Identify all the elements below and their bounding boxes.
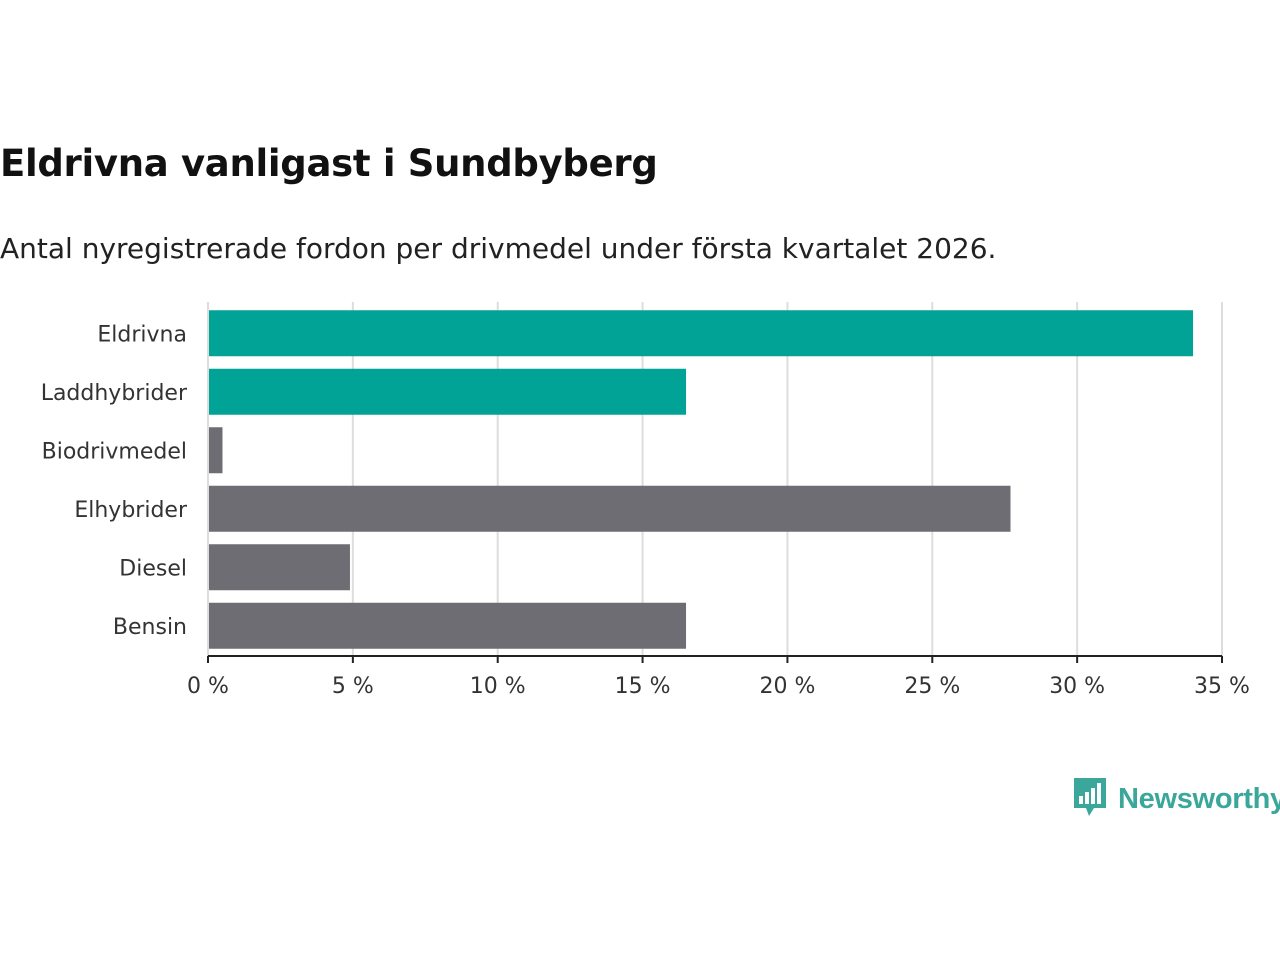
category-label: Laddhybrider	[41, 381, 188, 406]
category-label: Eldrivna	[97, 322, 187, 347]
x-tick-label: 20 %	[759, 674, 815, 699]
newsworthy-logo[interactable]: Newsworthy	[1072, 776, 1280, 822]
x-tick-label: 30 %	[1049, 674, 1105, 699]
x-tick-label: 15 %	[615, 674, 671, 699]
chart-title: Eldrivna vanligast i Sundbyberg	[0, 142, 658, 185]
category-label: Diesel	[119, 556, 187, 581]
chart-subtitle: Antal nyregistrerade fordon per drivmede…	[0, 232, 997, 265]
x-tick-label: 25 %	[904, 674, 960, 699]
bar-biodrivmedel	[208, 427, 223, 474]
bar-elhybrider	[208, 485, 1011, 532]
bar-chart-speech-icon	[1072, 776, 1108, 822]
bar-laddhybrider	[208, 368, 687, 415]
x-tick-label: 10 %	[470, 674, 526, 699]
category-label: Elhybrider	[74, 498, 188, 523]
bar-eldrivna	[208, 310, 1194, 357]
bar-diesel	[208, 544, 350, 591]
brand-name: Newsworthy	[1118, 782, 1280, 815]
category-label: Biodrivmedel	[42, 439, 187, 464]
category-label: Bensin	[113, 615, 187, 640]
x-tick-label: 35 %	[1194, 674, 1250, 699]
x-tick-label: 5 %	[332, 674, 374, 699]
x-tick-label: 0 %	[187, 674, 229, 699]
bar-bensin	[208, 602, 687, 649]
